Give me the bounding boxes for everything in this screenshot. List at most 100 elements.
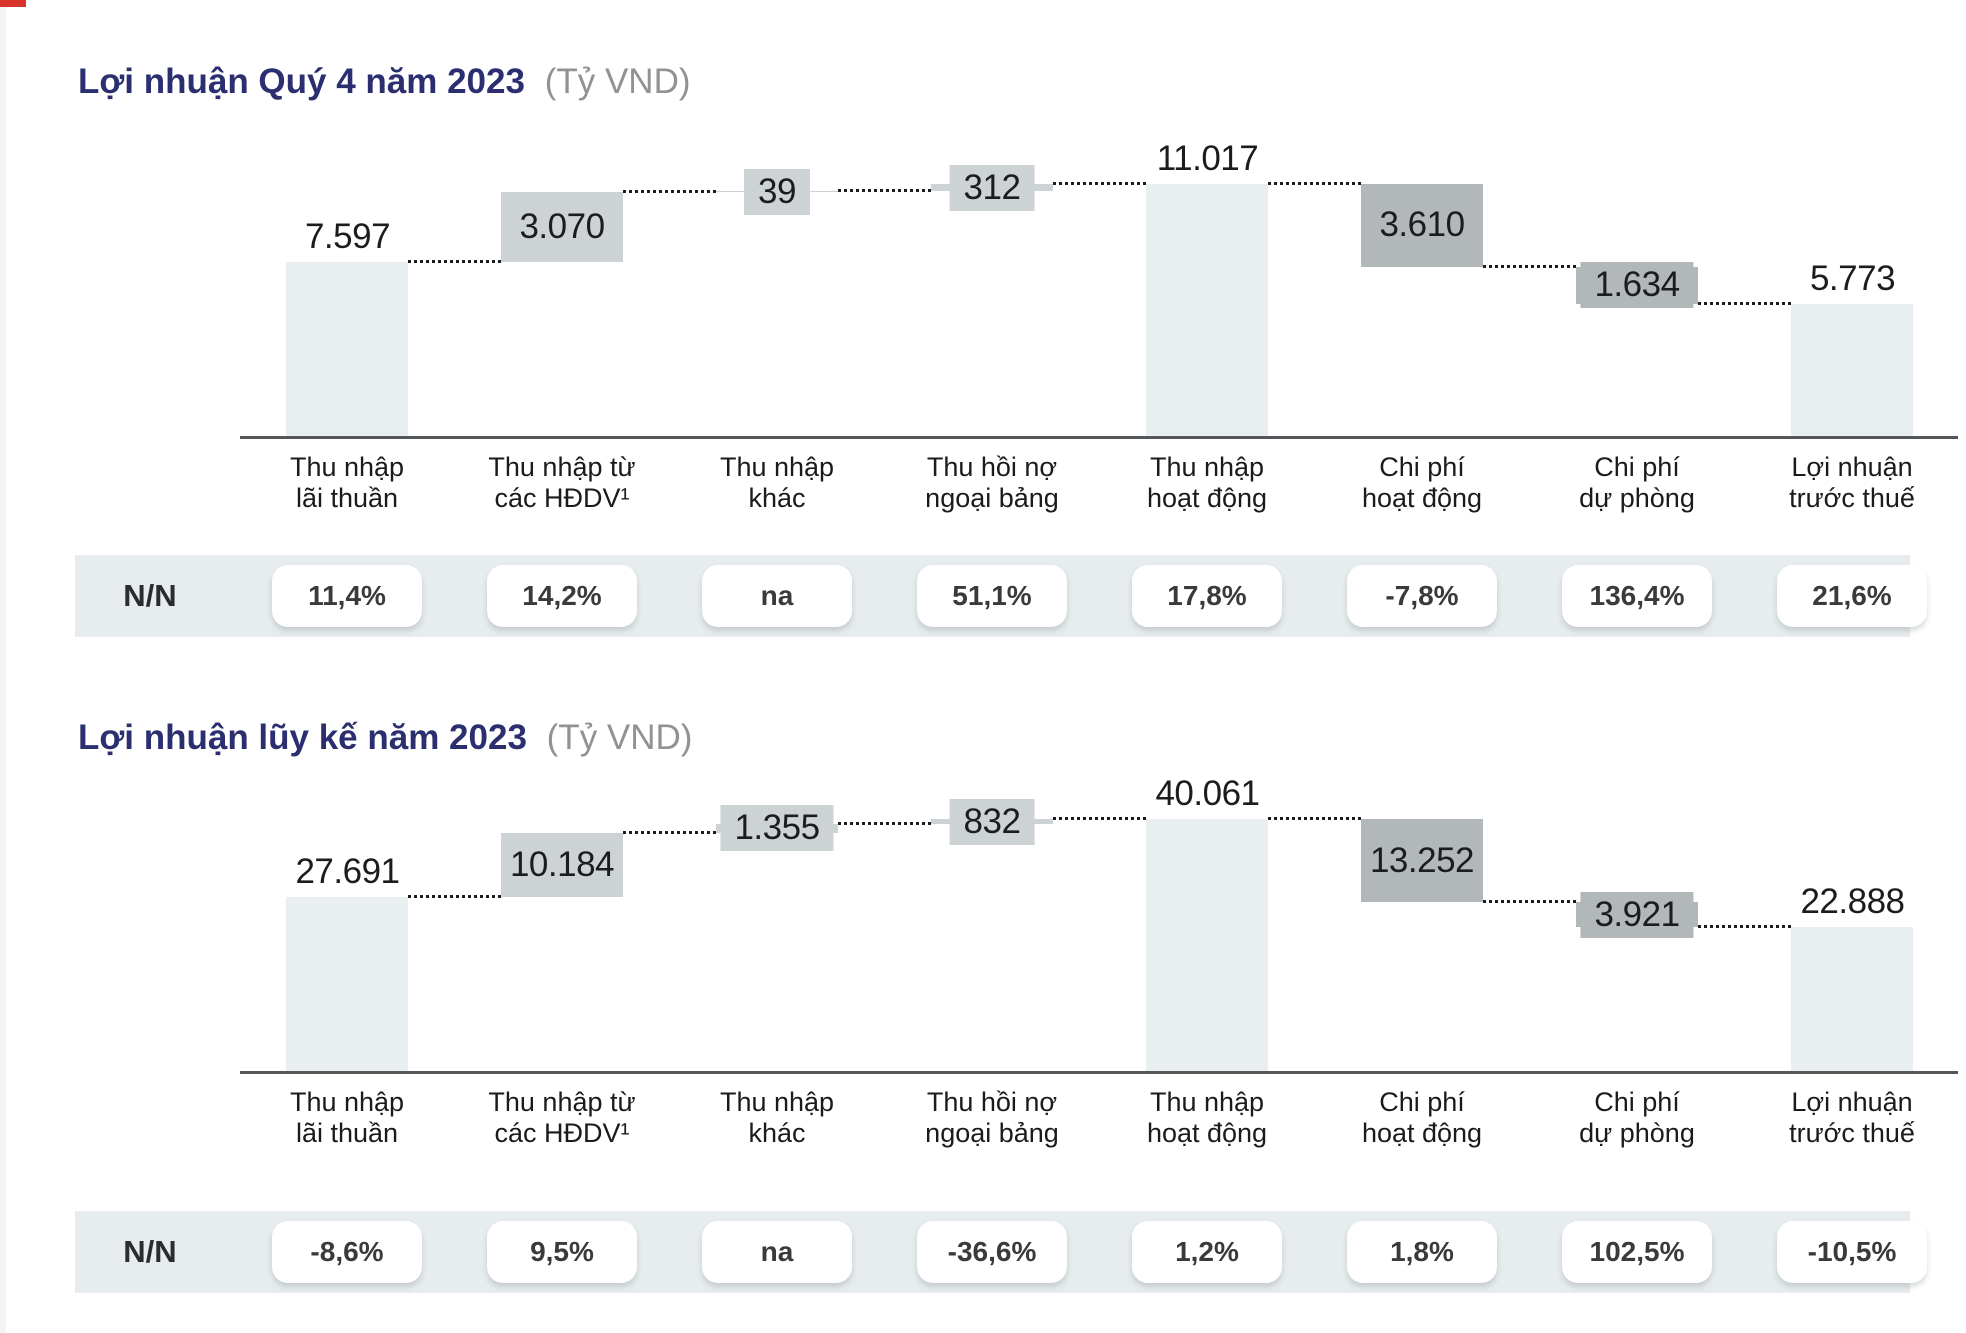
axis-category-label-line: Chi phí bbox=[1379, 1087, 1465, 1117]
axis-category-label-line: Chi phí bbox=[1594, 1087, 1680, 1117]
axis-category-label-line: Thu nhập bbox=[719, 1087, 835, 1117]
nn-pill: 102,5% bbox=[1562, 1221, 1712, 1283]
bar-value-label: 27.691 bbox=[295, 851, 400, 891]
waterfall-bar-increase bbox=[716, 824, 838, 833]
axis-category-label-line: Thu nhập bbox=[289, 1087, 405, 1117]
bar-value-label: 13.252 bbox=[1369, 840, 1475, 880]
axis-category-label: Thu nhập khác bbox=[669, 452, 885, 514]
axis-category-label-line: các HĐDV¹ bbox=[494, 483, 630, 513]
axis-category-label: Thu hồi nợ ngoại bảng bbox=[884, 452, 1100, 514]
waterfall-bar-increase bbox=[501, 192, 623, 263]
axis-category-label-line: trước thuế bbox=[1789, 1118, 1915, 1148]
axis-category-label-line: hoạt động bbox=[1361, 1118, 1483, 1148]
nn-strip-ytd: N/N -8,6% 9,5% na -36,6% 1,2% 1,8% 102,5% -10,5… bbox=[75, 1211, 1927, 1293]
axis-category-label: Thu nhập lãi thuần bbox=[239, 452, 455, 514]
axis-category-label-line: Thu hồi nợ bbox=[926, 452, 1058, 482]
nn-pill: 9,5% bbox=[487, 1221, 637, 1283]
axis-category-label-line: ngoại bảng bbox=[925, 1118, 1059, 1148]
nn-pill: -7,8% bbox=[1347, 565, 1497, 627]
axis-category-label: Thu nhập hoạt động bbox=[1099, 452, 1315, 514]
x-axis-line bbox=[240, 436, 1958, 439]
chart-title-q4: Lợi nhuận Quý 4 năm 2023 (Tỷ VND) bbox=[78, 58, 691, 106]
axis-category-label-line: các HĐDV¹ bbox=[494, 1118, 630, 1148]
axis-category-label: Chi phí dự phòng bbox=[1529, 452, 1745, 514]
waterfall-bar-total bbox=[1791, 303, 1913, 436]
nn-pill: 1,2% bbox=[1132, 1221, 1282, 1283]
waterfall-bar-total bbox=[286, 262, 408, 436]
waterfall-bar-increase bbox=[931, 183, 1053, 192]
axis-category-label-line: khác bbox=[748, 483, 806, 513]
nn-pill: 11,4% bbox=[272, 565, 422, 627]
bar-value-label: 832 bbox=[949, 798, 1035, 845]
axis-category-label: Thu hồi nợ ngoại bảng bbox=[884, 1087, 1100, 1149]
waterfall-bar-increase bbox=[716, 191, 838, 193]
nn-pill: 1,8% bbox=[1347, 1221, 1497, 1283]
axis-category-label-line: Thu nhập bbox=[719, 452, 835, 482]
axis-category-label: Thu nhập khác bbox=[669, 1087, 885, 1149]
waterfall-bar-total bbox=[1791, 927, 1913, 1071]
axis-category-label: Lợi nhuận trước thuế bbox=[1744, 1087, 1960, 1149]
connector-line bbox=[1698, 925, 1791, 929]
nn-pill: na bbox=[702, 565, 852, 627]
connector-line bbox=[1053, 816, 1146, 820]
axis-category-label-line: trước thuế bbox=[1789, 483, 1915, 513]
axis-category-label-line: hoạt động bbox=[1361, 483, 1483, 513]
bar-value-label: 1.634 bbox=[1580, 262, 1694, 309]
connector-line bbox=[1053, 181, 1146, 185]
chart-title-q4-unit: (Tỷ VND) bbox=[544, 62, 691, 101]
waterfall-bar-decrease bbox=[1576, 902, 1698, 928]
axis-category-label-line: Thu nhập từ bbox=[488, 1087, 636, 1117]
axis-category-label-line: Chi phí bbox=[1379, 452, 1465, 482]
axis-category-label-line: Lợi nhuận bbox=[1791, 1087, 1913, 1117]
nn-pill: 21,6% bbox=[1777, 565, 1927, 627]
bar-value-label: 40.061 bbox=[1155, 774, 1260, 813]
axis-category-label-line: khác bbox=[748, 1118, 806, 1148]
connector-line bbox=[1268, 182, 1361, 185]
page-edge-strip bbox=[0, 0, 6, 1333]
bar-value-label: 3.610 bbox=[1379, 205, 1465, 245]
axis-category-label-line: Lợi nhuận bbox=[1791, 452, 1913, 482]
corner-mark bbox=[0, 0, 26, 7]
chart-title-ytd: Lợi nhuận lũy kế năm 2023 (Tỷ VND) bbox=[78, 714, 692, 762]
bar-value-label: 1.355 bbox=[720, 805, 834, 852]
bar-value-label: 3.070 bbox=[519, 207, 605, 247]
axis-category-label: Thu nhập từ các HĐDV¹ bbox=[454, 1087, 670, 1149]
axis-category-label-line: hoạt động bbox=[1146, 1118, 1268, 1148]
chart-title-ytd-text: Lợi nhuận lũy kế năm 2023 bbox=[78, 718, 527, 757]
axis-category-label-line: Thu nhập từ bbox=[488, 452, 636, 482]
axis-category-label-line: ngoại bảng bbox=[925, 483, 1059, 513]
connector-line bbox=[623, 830, 716, 834]
axis-category-label-line: dự phòng bbox=[1579, 1118, 1695, 1148]
bar-value-label: 22.888 bbox=[1800, 882, 1905, 922]
nn-pill: -8,6% bbox=[272, 1221, 422, 1283]
connector-line bbox=[1268, 817, 1361, 820]
connector-line bbox=[838, 189, 931, 193]
connector-line bbox=[1698, 301, 1791, 305]
waterfall-bar-decrease bbox=[1361, 184, 1483, 267]
axis-category-label-line: Thu nhập bbox=[1149, 452, 1265, 482]
axis-category-label-line: Thu nhập bbox=[289, 452, 405, 482]
nn-pill: 17,8% bbox=[1132, 565, 1282, 627]
bar-value-label: 7.597 bbox=[304, 217, 391, 257]
nn-pill: 51,1% bbox=[917, 565, 1067, 627]
axis-category-label: Thu nhập hoạt động bbox=[1099, 1087, 1315, 1149]
bar-value-label: 10.184 bbox=[509, 844, 615, 884]
axis-category-label-line: Thu nhập bbox=[1149, 1087, 1265, 1117]
connector-line bbox=[408, 260, 501, 264]
x-axis-line bbox=[240, 1071, 1958, 1074]
connector-line bbox=[408, 894, 501, 898]
bar-value-label: 39 bbox=[744, 168, 810, 215]
nn-pill: -36,6% bbox=[917, 1221, 1067, 1283]
axis-category-label-line: dự phòng bbox=[1579, 483, 1695, 513]
nn-row-label-ytd: N/N bbox=[123, 1234, 177, 1269]
axis-category-label: Chi phí hoạt động bbox=[1314, 452, 1530, 514]
waterfall-bar-total bbox=[1146, 819, 1268, 1071]
axis-category-label-line: lãi thuần bbox=[295, 1118, 399, 1148]
axis-category-label: Lợi nhuận trước thuế bbox=[1744, 452, 1960, 514]
connector-line bbox=[1483, 900, 1576, 904]
chart-title-ytd-unit: (Tỷ VND) bbox=[546, 718, 693, 757]
connector-line bbox=[838, 822, 931, 826]
